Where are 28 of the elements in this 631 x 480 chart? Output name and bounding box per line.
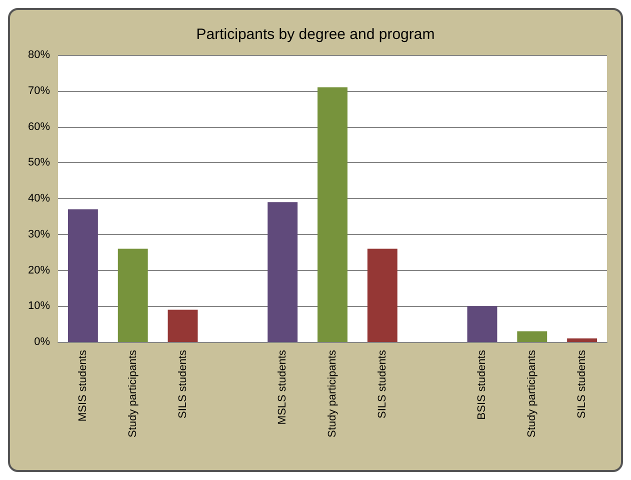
bar xyxy=(517,331,548,342)
bar xyxy=(68,209,98,342)
y-tick-label: 40% xyxy=(28,192,50,204)
x-tick-label: SILS students xyxy=(376,350,388,418)
y-tick-label: 0% xyxy=(34,336,50,348)
x-tick-label: Study participants xyxy=(526,350,538,438)
bar xyxy=(168,310,198,342)
y-tick-label: 20% xyxy=(28,264,50,276)
x-tick-label: MSIS students xyxy=(76,350,89,422)
y-tick-label: 30% xyxy=(28,228,50,240)
bar xyxy=(567,338,598,342)
x-tick-label: Study participants xyxy=(326,350,338,438)
y-tick-label: 70% xyxy=(28,84,50,97)
bar xyxy=(367,248,398,342)
x-tick-label: SILS students xyxy=(576,350,588,418)
x-tick-label: BSIS students xyxy=(476,350,488,420)
bar xyxy=(268,202,298,342)
x-tick-label: Study participants xyxy=(126,350,139,438)
y-tick-label: 10% xyxy=(28,300,50,312)
x-tick-label: SILS students xyxy=(176,350,189,418)
bar xyxy=(318,87,348,342)
chart-title: Participants by degree and program xyxy=(196,26,435,43)
bar xyxy=(118,248,148,342)
y-tick-label: 80% xyxy=(28,49,50,61)
bar xyxy=(467,306,498,342)
y-tick-label: 50% xyxy=(28,156,50,169)
y-tick-label: 60% xyxy=(28,120,50,133)
x-tick-label: MSLS students xyxy=(276,350,289,425)
